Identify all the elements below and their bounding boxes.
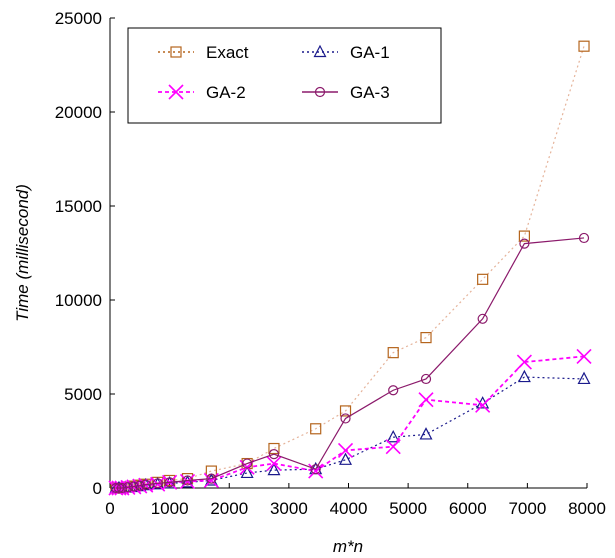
x-tick-label: 2000 <box>210 499 248 518</box>
data-point <box>240 465 254 479</box>
data-point <box>517 369 531 383</box>
data-point <box>266 455 282 472</box>
series-ga-3 <box>110 232 590 494</box>
data-point <box>179 473 196 489</box>
y-tick-label: 15000 <box>55 197 102 216</box>
data-point <box>206 473 217 484</box>
data-point <box>182 475 193 486</box>
data-point <box>519 238 530 249</box>
data-point <box>181 473 194 485</box>
data-point <box>267 462 281 476</box>
data-point <box>578 40 590 52</box>
legend-label: GA-2 <box>206 83 246 102</box>
y-tick-label: 25000 <box>55 9 102 28</box>
y-tick-label: 0 <box>93 479 102 498</box>
data-point <box>164 474 176 487</box>
data-point <box>516 354 532 370</box>
data-point <box>128 481 139 492</box>
data-point <box>518 230 530 242</box>
x-tick-label: 7000 <box>508 499 546 518</box>
data-point <box>337 442 354 458</box>
data-point <box>122 482 133 493</box>
y-axis-title: Time (millisecond) <box>13 184 32 322</box>
legend-box <box>127 27 442 124</box>
data-point <box>116 482 128 494</box>
legend-item-ga-1: GA-1 <box>302 43 390 62</box>
x-tick-label: 3000 <box>270 499 308 518</box>
x-tick-label: 5000 <box>389 499 427 518</box>
data-point <box>310 423 322 435</box>
series-line <box>115 355 585 489</box>
x-tick-label: 1000 <box>151 499 189 518</box>
data-point <box>475 397 491 413</box>
legend-marker <box>314 86 326 98</box>
data-point <box>152 478 163 489</box>
data-point <box>577 371 591 385</box>
data-point <box>268 449 280 460</box>
data-point <box>310 464 321 475</box>
legend: Exact GA-1 GA-2 GA-3 <box>127 27 442 124</box>
x-axis-title: m*n <box>333 537 363 556</box>
y-tick-label: 5000 <box>64 385 102 404</box>
data-point <box>339 452 353 465</box>
data-point <box>110 482 122 494</box>
data-point <box>181 475 195 488</box>
data-point <box>576 348 592 364</box>
data-point <box>477 273 489 285</box>
y-ticks: 0 5000 10000 15000 20000 25000 <box>55 9 115 498</box>
data-point <box>134 480 145 491</box>
legend-item-exact: Exact <box>158 43 249 62</box>
data-point <box>420 332 432 344</box>
series-ga-2 <box>108 348 592 496</box>
data-point <box>340 413 351 424</box>
x-tick-label: 6000 <box>449 499 487 518</box>
data-point <box>339 405 352 417</box>
series-layer <box>108 40 592 496</box>
data-point <box>385 439 401 455</box>
data-point <box>242 458 253 469</box>
data-point <box>308 463 324 479</box>
y-tick-label: 20000 <box>55 103 102 122</box>
series-line <box>115 237 585 489</box>
x-tick-label: 8000 <box>568 499 606 518</box>
x-tick-label: 4000 <box>330 499 368 518</box>
data-point <box>205 465 217 477</box>
data-point <box>477 313 488 324</box>
data-point <box>419 427 433 440</box>
data-point <box>387 347 399 359</box>
legend-marker <box>170 46 182 58</box>
data-point <box>164 477 175 488</box>
data-point <box>268 442 280 455</box>
legend-label: Exact <box>206 43 249 62</box>
legend-marker <box>313 44 327 58</box>
y-tick-label: 10000 <box>55 291 102 310</box>
legend-item-ga-2: GA-2 <box>158 83 246 102</box>
data-point <box>578 232 590 244</box>
legend-marker <box>168 84 184 100</box>
data-point <box>388 385 399 396</box>
data-point <box>386 429 400 443</box>
data-point <box>140 479 151 490</box>
series-line <box>115 376 585 489</box>
data-point <box>418 392 434 408</box>
data-point <box>420 373 432 385</box>
x-tick-label: 0 <box>105 499 114 518</box>
x-ticks: 0 1000 2000 3000 4000 5000 6000 7000 8000 <box>105 483 606 518</box>
legend-label: GA-1 <box>350 43 390 62</box>
legend-label: GA-3 <box>350 83 390 102</box>
legend-item-ga-3: GA-3 <box>302 83 390 102</box>
data-point <box>203 472 219 489</box>
